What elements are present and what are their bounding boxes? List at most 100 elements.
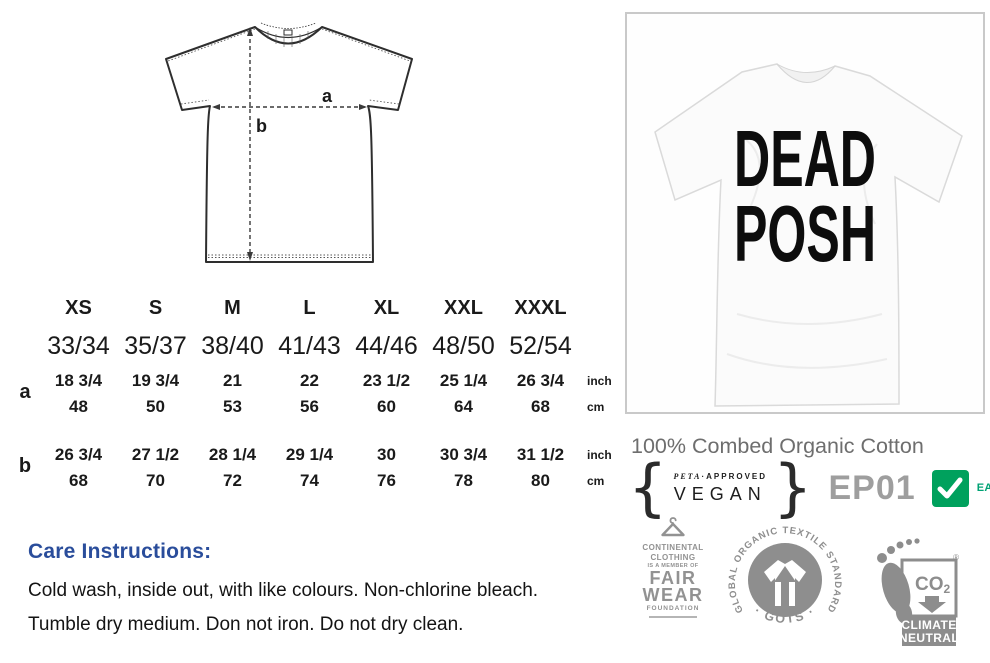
size-header: M	[224, 296, 241, 319]
climate-neutral-logo-icon: CO2 ® CLIMATE NEUTRAL	[877, 538, 959, 646]
b-inch-value: 30	[377, 445, 396, 464]
care-instructions: Care Instructions: Cold wash, inside out…	[28, 540, 628, 642]
size-header: L	[303, 296, 316, 319]
chest-size: 33/34	[47, 331, 110, 360]
material-text: 100% Combed Organic Cotton	[631, 434, 924, 458]
row-label-a: a	[19, 381, 31, 403]
unit-label-inch: inch	[587, 374, 612, 388]
a-cm-row: 48 50 53 56 60 64 68 cm	[10, 394, 626, 420]
shirt-print-line2: POSH	[734, 189, 876, 278]
certification-row-1: { PETA·APPROVED VEGAN } EP01 EARTHPOSITI…	[628, 451, 990, 524]
a-inch-row: 18 3/4 19 3/4 21 22 23 1/2 25 1/4 26 3/4…	[10, 368, 626, 394]
earthpositive-checkmark-icon	[931, 469, 969, 507]
hanger-icon	[661, 517, 685, 537]
fairwear-text: FOUNDATION	[646, 605, 700, 613]
a-cm-value: 50	[146, 397, 165, 416]
neutral-text: NEUTRAL	[899, 631, 959, 645]
measure-line-a	[212, 104, 367, 110]
product-photo: DEAD POSH	[625, 12, 985, 414]
care-text-line: Tumble dry medium. Don not iron. Do not …	[28, 614, 464, 635]
fairwear-text: IS A MEMBER OF	[647, 562, 699, 569]
tshirt-photo-shape	[654, 63, 963, 407]
size-chart-table: a b XS S M L XL XXL XXXL 33/34 35/37 38/…	[10, 292, 626, 494]
a-cm-value: 64	[454, 397, 473, 416]
b-inch-value: 30 3/4	[439, 445, 488, 464]
product-photo-image: DEAD POSH	[654, 63, 963, 407]
a-inch-value: 23 1/2	[362, 371, 411, 390]
brace-right: }	[773, 451, 813, 524]
b-cm-value: 68	[69, 471, 88, 490]
b-inch-row: 26 3/4 27 1/2 28 1/4 29 1/4 30 30 3/4 31…	[10, 442, 626, 468]
size-header: XL	[373, 296, 400, 319]
chest-size: 38/40	[201, 331, 264, 360]
a-inch-value: 18 3/4	[54, 371, 103, 390]
size-header: S	[148, 296, 163, 319]
b-cm-value: 72	[223, 471, 242, 490]
b-cm-value: 70	[146, 471, 165, 490]
row-label-b: b	[18, 455, 32, 477]
earthpositive-label: EARTHPOSITIVE	[976, 482, 990, 494]
size-diagram: a b	[165, 22, 413, 263]
tshirt-outline-icon	[165, 26, 413, 263]
unit-label-cm: cm	[587, 400, 605, 414]
b-inch-value: 28 1/4	[208, 445, 257, 464]
a-inch-value: 25 1/4	[439, 371, 488, 390]
gots-bottom-text: · GOTS ·	[752, 604, 816, 626]
fairwear-text: CLOTHING	[650, 552, 696, 562]
unit-label-inch: inch	[587, 448, 612, 462]
gots-logo-icon: GLOBAL ORGANIC TEXTILE STANDARD · GOTS ·	[727, 525, 842, 626]
shirt-print-line1: DEAD	[734, 114, 876, 203]
b-cm-value: 74	[300, 471, 319, 490]
a-inch-value: 19 3/4	[131, 371, 180, 390]
svg-text:· GOTS ·: · GOTS ·	[752, 604, 818, 626]
b-cm-value: 76	[377, 471, 396, 490]
certification-row-2: CONTINENTAL CLOTHING IS A MEMBER OF FAIR…	[636, 516, 960, 648]
co2-subscript: 2	[944, 582, 951, 596]
collar-detail	[254, 22, 323, 47]
peta-vegan-badge: { PETA·APPROVED VEGAN }	[628, 451, 813, 524]
chest-size: 41/43	[278, 331, 341, 360]
b-inch-value: 29 1/4	[285, 445, 334, 464]
chest-size-row: 33/34 35/37 38/40 41/43 44/46 48/50 52/5…	[10, 324, 626, 368]
b-inch-value: 31 1/2	[516, 445, 565, 464]
a-cm-value: 60	[377, 397, 396, 416]
a-cm-value: 53	[223, 397, 242, 416]
fairwear-text: CONTINENTAL	[642, 543, 704, 553]
climate-text: CLIMATE	[901, 618, 956, 632]
peta-separator: ·	[701, 471, 707, 481]
care-text-line: Cold wash, inside out, with like colours…	[28, 580, 539, 601]
size-header-row: XS S M L XL XXL XXXL	[10, 292, 626, 324]
measure-line-b	[247, 27, 253, 261]
co2-footprint-icon	[877, 538, 920, 624]
chest-size: 35/37	[124, 331, 187, 360]
b-cm-value: 80	[531, 471, 550, 490]
a-cm-value: 68	[531, 397, 550, 416]
a-inch-value: 26 3/4	[516, 371, 565, 390]
chest-size: 48/50	[432, 331, 495, 360]
size-header: XS	[65, 296, 92, 319]
a-inch-value: 22	[300, 371, 319, 390]
chest-size: 44/46	[355, 331, 418, 360]
b-inch-value: 26 3/4	[54, 445, 103, 464]
fairwear-text: FAIR	[649, 568, 697, 589]
b-cm-value: 78	[454, 471, 473, 490]
diagram-label-a: a	[322, 86, 333, 106]
brace-left: {	[628, 451, 668, 524]
a-inch-value: 21	[223, 371, 242, 390]
registered-mark: ®	[953, 553, 959, 562]
peta-brand: PETA	[673, 471, 702, 481]
svg-text:CO2: CO2	[915, 574, 951, 596]
unit-label-cm: cm	[587, 474, 605, 488]
fairwear-text: WEAR	[642, 585, 704, 606]
diagram-label-b: b	[256, 116, 267, 136]
care-heading: Care Instructions:	[28, 540, 212, 563]
a-cm-value: 48	[69, 397, 88, 416]
seam-stitch-lines	[167, 28, 411, 258]
peta-approved: APPROVED	[706, 471, 768, 481]
fair-wear-foundation-logo: CONTINENTAL CLOTHING IS A MEMBER OF FAIR…	[636, 516, 710, 618]
ep01-code: EP01	[828, 468, 916, 507]
b-cm-row: 68 70 72 74 76 78 80 cm	[10, 468, 626, 494]
fairwear-underline	[649, 615, 697, 618]
chest-size: 52/54	[509, 331, 572, 360]
